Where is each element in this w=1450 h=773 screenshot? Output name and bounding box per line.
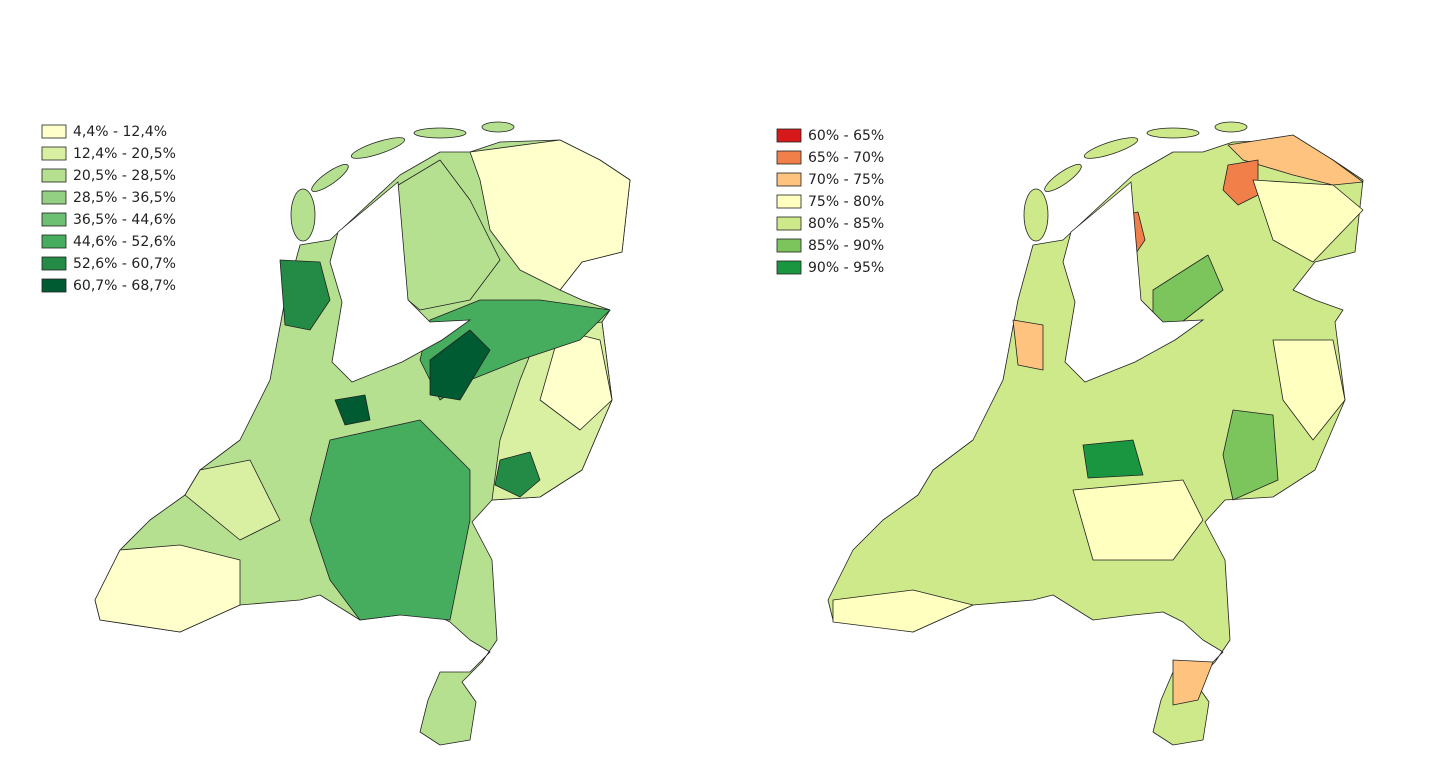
legend-swatch	[776, 260, 802, 275]
legend-swatch	[776, 216, 802, 231]
legend-label: 20,5% - 28,5%	[73, 168, 176, 184]
legend-swatch	[776, 150, 802, 165]
legend-label: 80% - 85%	[808, 216, 884, 232]
region	[469, 139, 631, 291]
legend-label: 60,7% - 68,7%	[73, 278, 176, 294]
region	[1222, 409, 1279, 501]
legend-label: 90% - 95%	[808, 260, 884, 276]
legend-label: 52,6% - 60,7%	[73, 256, 176, 272]
legend-label: 85% - 90%	[808, 238, 884, 254]
region	[1082, 439, 1144, 479]
region	[334, 394, 371, 426]
legend-swatch	[776, 238, 802, 253]
map-right	[827, 121, 1364, 746]
region	[494, 451, 541, 498]
region	[832, 589, 974, 633]
legend-swatch	[41, 168, 67, 183]
region	[1222, 159, 1259, 206]
region	[94, 544, 241, 633]
legend-swatch	[41, 190, 67, 205]
region	[309, 419, 471, 621]
region	[184, 459, 281, 541]
legend-swatch	[41, 124, 67, 139]
region	[1252, 179, 1364, 263]
region	[539, 329, 613, 431]
legend-swatch	[41, 256, 67, 271]
legend-label: 60% - 65%	[808, 128, 884, 144]
region	[1172, 659, 1214, 706]
region	[279, 259, 331, 331]
map-left	[94, 121, 631, 746]
legend: 4,4% - 12,4% 12,4% - 20,5% 20,5% - 28,5% 28…	[41, 124, 176, 294]
legend-swatch	[41, 146, 67, 161]
legend-label: 12,4% - 20,5%	[73, 146, 176, 162]
legend-swatch	[776, 194, 802, 209]
legend-label: 36,5% - 44,6%	[73, 212, 176, 228]
legend-label: 65% - 70%	[808, 150, 884, 166]
legend-label: 70% - 75%	[808, 172, 884, 188]
legend-swatch	[776, 128, 802, 143]
legend-label: 4,4% - 12,4%	[73, 124, 167, 140]
legend: 60% - 65% 65% - 70% 70% - 75% 75% - 80% 80% …	[776, 128, 884, 276]
region	[1272, 339, 1346, 441]
legend-swatch	[776, 172, 802, 187]
legend-swatch	[41, 278, 67, 293]
region	[1012, 319, 1044, 371]
legend-label: 75% - 80%	[808, 194, 884, 210]
region	[429, 329, 491, 401]
legend-swatch	[41, 212, 67, 227]
legend-swatch	[41, 234, 67, 249]
legend-label: 28,5% - 36,5%	[73, 190, 176, 206]
region	[1072, 479, 1204, 561]
legend-label: 44,6% - 52,6%	[73, 234, 176, 250]
